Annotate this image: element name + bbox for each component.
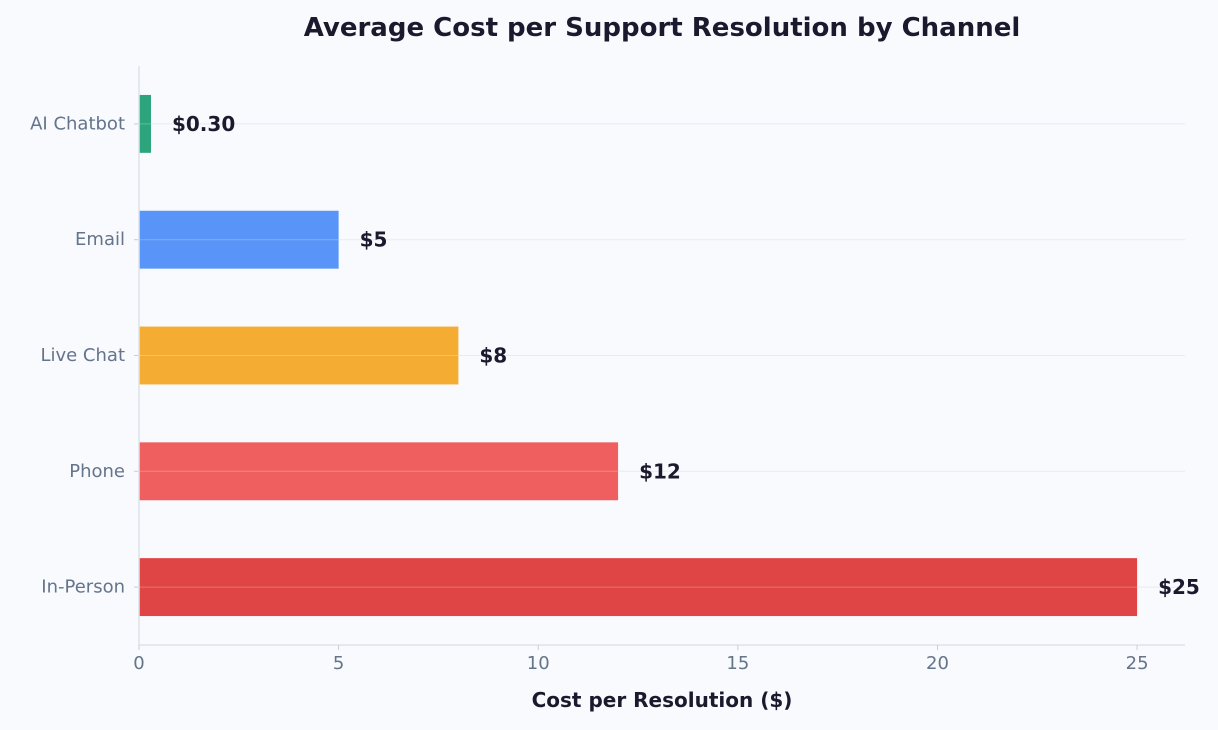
x-tick-label: 20 (926, 653, 949, 674)
x-tick-label: 15 (726, 653, 749, 674)
y-tick-label: AI Chatbot (30, 113, 125, 134)
x-tick-label: 25 (1126, 653, 1149, 674)
bar (139, 326, 459, 385)
bar (139, 442, 619, 501)
chart-title: Average Cost per Support Resolution by C… (304, 13, 1021, 43)
data-label: $8 (479, 344, 507, 368)
y-tick-label: Email (75, 229, 125, 250)
x-axis-label: Cost per Resolution ($) (532, 688, 793, 712)
bar (139, 210, 339, 269)
y-tick-label: In-Person (41, 577, 125, 598)
y-tick-label: Live Chat (40, 345, 125, 366)
x-tick-label: 0 (133, 653, 144, 674)
data-label: $5 (360, 228, 388, 252)
bar (139, 94, 151, 153)
labels: $0.30 AI Chatbot $5 Email $8 Live Chat $12 Phon… (30, 112, 1200, 674)
x-tick-label: 10 (527, 653, 550, 674)
data-label: $0.30 (172, 112, 235, 136)
data-label: $12 (639, 459, 681, 483)
bar (139, 558, 1138, 617)
axes (134, 66, 1185, 650)
x-tick-label: 5 (333, 653, 344, 674)
data-label: $25 (1158, 575, 1200, 599)
bars (139, 94, 1138, 617)
y-tick-label: Phone (69, 461, 125, 482)
